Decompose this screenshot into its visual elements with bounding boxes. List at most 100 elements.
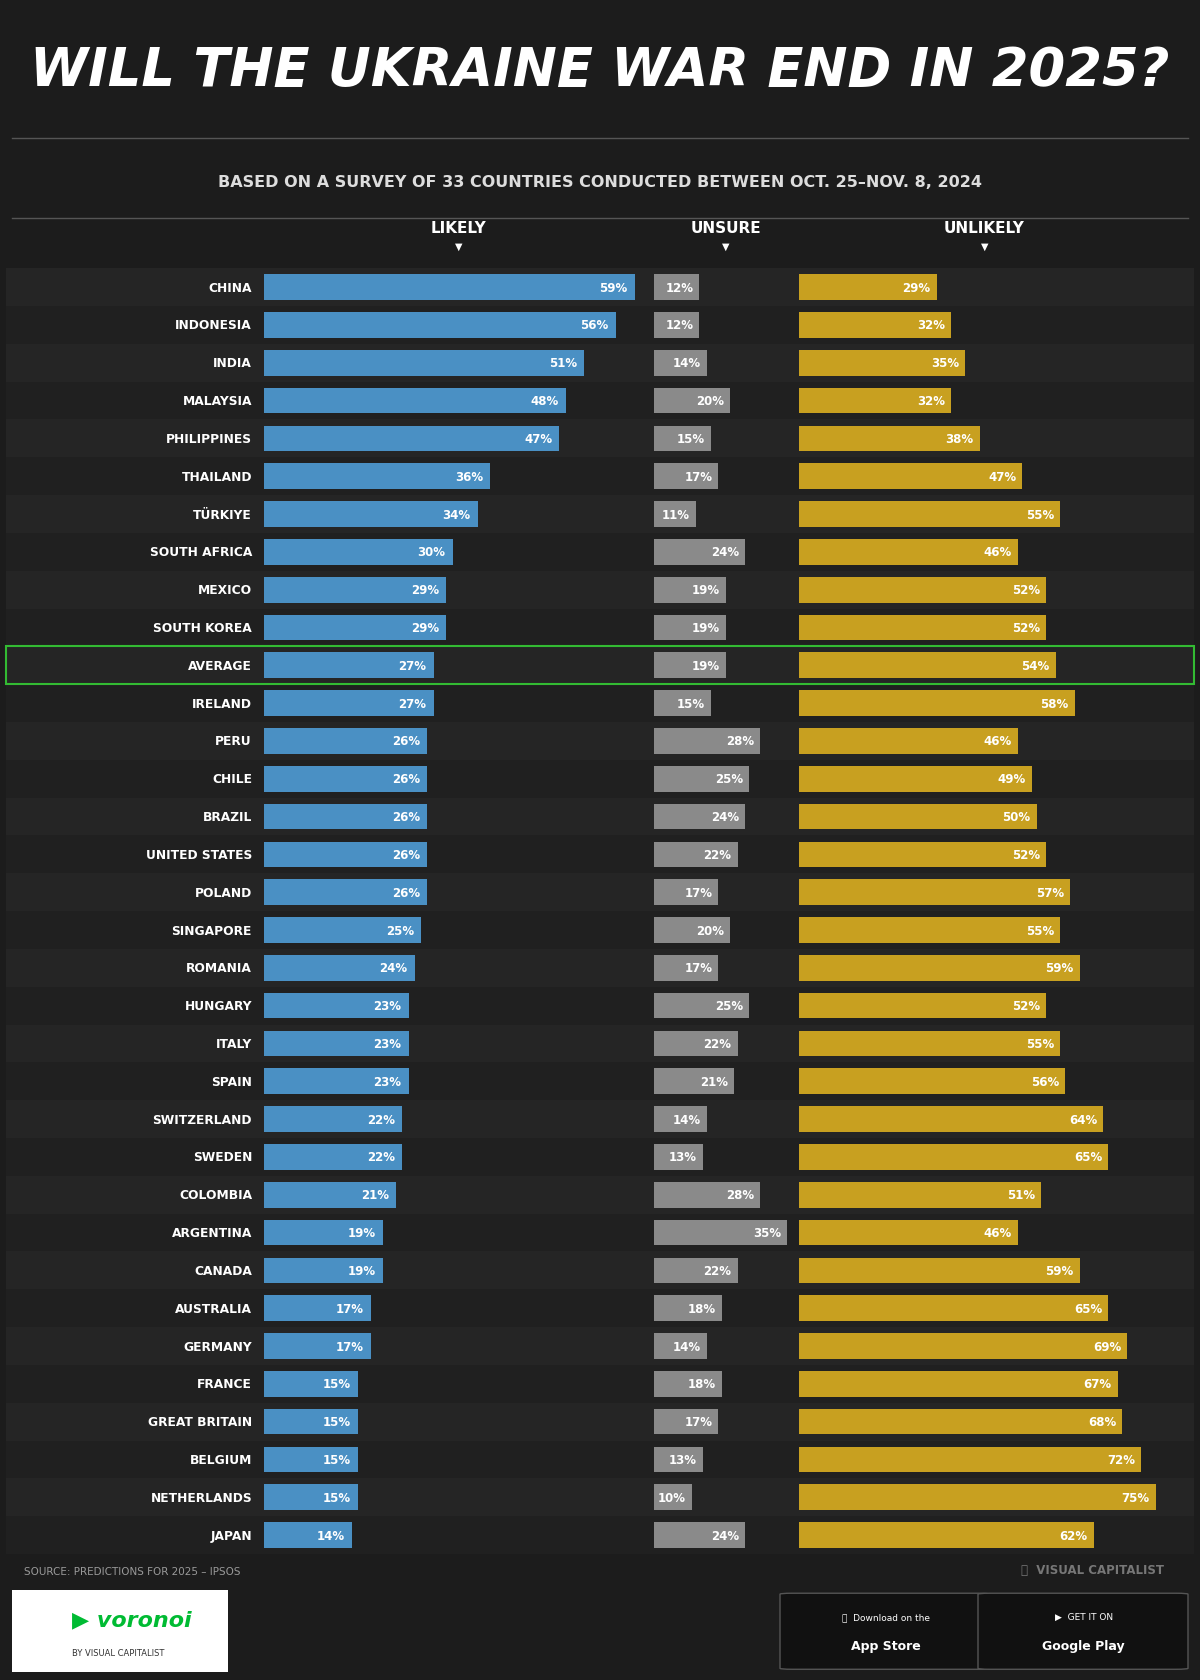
Text: 14%: 14% (673, 1112, 701, 1126)
FancyBboxPatch shape (6, 722, 1194, 761)
FancyBboxPatch shape (6, 647, 1194, 685)
Text: 17%: 17% (684, 470, 713, 484)
Text: 👁  VISUAL CAPITALIST: 👁 VISUAL CAPITALIST (1021, 1562, 1164, 1576)
FancyBboxPatch shape (654, 1334, 707, 1359)
Text: MEXICO: MEXICO (198, 583, 252, 596)
Text: 51%: 51% (550, 358, 577, 370)
FancyBboxPatch shape (6, 1327, 1194, 1366)
FancyBboxPatch shape (264, 1183, 396, 1208)
Text: CHINA: CHINA (209, 282, 252, 294)
Text: SINGAPORE: SINGAPORE (172, 924, 252, 937)
FancyBboxPatch shape (798, 388, 950, 415)
Text: ▶  GET IT ON: ▶ GET IT ON (1055, 1613, 1112, 1621)
FancyBboxPatch shape (6, 383, 1194, 420)
FancyBboxPatch shape (264, 842, 427, 867)
FancyBboxPatch shape (798, 805, 1037, 830)
Text: 19%: 19% (692, 659, 720, 672)
Text: BELGIUM: BELGIUM (190, 1453, 252, 1467)
Text: ITALY: ITALY (216, 1037, 252, 1050)
FancyBboxPatch shape (654, 1032, 738, 1057)
FancyBboxPatch shape (6, 534, 1194, 571)
Text: 59%: 59% (599, 282, 628, 294)
Text: 18%: 18% (688, 1302, 716, 1315)
FancyBboxPatch shape (264, 993, 408, 1018)
Text: 50%: 50% (1002, 810, 1031, 823)
FancyBboxPatch shape (264, 1334, 371, 1359)
Text: 52%: 52% (1012, 848, 1040, 862)
Text: 17%: 17% (684, 961, 713, 974)
Text: 67%: 67% (1084, 1378, 1111, 1391)
FancyBboxPatch shape (798, 464, 1022, 491)
FancyBboxPatch shape (264, 1258, 383, 1284)
Text: 52%: 52% (1012, 1000, 1040, 1013)
Text: 15%: 15% (677, 433, 704, 445)
FancyBboxPatch shape (654, 1258, 738, 1284)
FancyBboxPatch shape (798, 1485, 1156, 1510)
Text: 13%: 13% (670, 1151, 697, 1164)
Text: ▼: ▼ (980, 242, 988, 252)
Text: CHILE: CHILE (212, 773, 252, 786)
Text: 56%: 56% (581, 319, 608, 333)
FancyBboxPatch shape (264, 1068, 408, 1094)
Text: 26%: 26% (392, 848, 420, 862)
FancyBboxPatch shape (654, 1295, 722, 1320)
Text: ▼: ▼ (722, 242, 730, 252)
Text: 22%: 22% (367, 1112, 395, 1126)
FancyBboxPatch shape (264, 1220, 383, 1245)
Text: BASED ON A SURVEY OF 33 COUNTRIES CONDUCTED BETWEEN OCT. 25–NOV. 8, 2024: BASED ON A SURVEY OF 33 COUNTRIES CONDUC… (218, 175, 982, 190)
FancyBboxPatch shape (798, 539, 1018, 566)
Text: HUNGARY: HUNGARY (185, 1000, 252, 1013)
Text: 12%: 12% (665, 319, 694, 333)
Text: 24%: 24% (712, 546, 739, 559)
Text: COLOMBIA: COLOMBIA (179, 1188, 252, 1201)
FancyBboxPatch shape (264, 427, 559, 452)
Text: 15%: 15% (323, 1415, 352, 1428)
Text: ▼: ▼ (455, 242, 462, 252)
Text: 46%: 46% (983, 734, 1012, 748)
Text: 64%: 64% (1069, 1112, 1097, 1126)
Text: 21%: 21% (700, 1075, 727, 1089)
Text: 14%: 14% (673, 1339, 701, 1352)
Text: UNSURE: UNSURE (691, 220, 761, 235)
Text: 26%: 26% (392, 734, 420, 748)
Text: SOURCE: PREDICTIONS FOR 2025 – IPSOS: SOURCE: PREDICTIONS FOR 2025 – IPSOS (24, 1566, 240, 1576)
FancyBboxPatch shape (264, 1107, 402, 1132)
Text: 75%: 75% (1122, 1490, 1150, 1504)
Text: 10%: 10% (658, 1490, 685, 1504)
Text: 15%: 15% (677, 697, 704, 711)
Text: 49%: 49% (997, 773, 1026, 786)
FancyBboxPatch shape (654, 1107, 707, 1132)
Text: 22%: 22% (703, 1037, 732, 1050)
Text: ARGENTINA: ARGENTINA (172, 1226, 252, 1240)
FancyBboxPatch shape (798, 276, 937, 301)
Text: TÜRKIYE: TÜRKIYE (193, 509, 252, 521)
Text: ROMANIA: ROMANIA (186, 961, 252, 974)
Text: GERMANY: GERMANY (184, 1339, 252, 1352)
Text: 15%: 15% (323, 1490, 352, 1504)
FancyBboxPatch shape (798, 729, 1018, 754)
FancyBboxPatch shape (654, 502, 696, 528)
Text: 17%: 17% (684, 1415, 713, 1428)
Text: 29%: 29% (410, 622, 439, 635)
Text:   Download on the:  Download on the (841, 1613, 930, 1621)
FancyBboxPatch shape (6, 647, 1194, 685)
FancyBboxPatch shape (798, 880, 1070, 906)
FancyBboxPatch shape (654, 1068, 733, 1094)
FancyBboxPatch shape (654, 388, 730, 415)
Text: MALAYSIA: MALAYSIA (182, 395, 252, 408)
Text: 29%: 29% (902, 282, 931, 294)
Text: 18%: 18% (688, 1378, 716, 1391)
FancyBboxPatch shape (6, 1063, 1194, 1100)
Text: WILL THE UKRAINE WAR END IN 2025?: WILL THE UKRAINE WAR END IN 2025? (30, 45, 1170, 97)
FancyBboxPatch shape (798, 917, 1061, 942)
FancyBboxPatch shape (798, 1220, 1018, 1245)
Text: THAILAND: THAILAND (181, 470, 252, 484)
Text: 25%: 25% (715, 773, 743, 786)
FancyBboxPatch shape (264, 690, 433, 717)
Text: 19%: 19% (692, 622, 720, 635)
Text: 47%: 47% (989, 470, 1016, 484)
FancyBboxPatch shape (654, 1446, 703, 1472)
FancyBboxPatch shape (264, 615, 446, 642)
Text: 27%: 27% (398, 697, 426, 711)
FancyBboxPatch shape (6, 496, 1194, 534)
